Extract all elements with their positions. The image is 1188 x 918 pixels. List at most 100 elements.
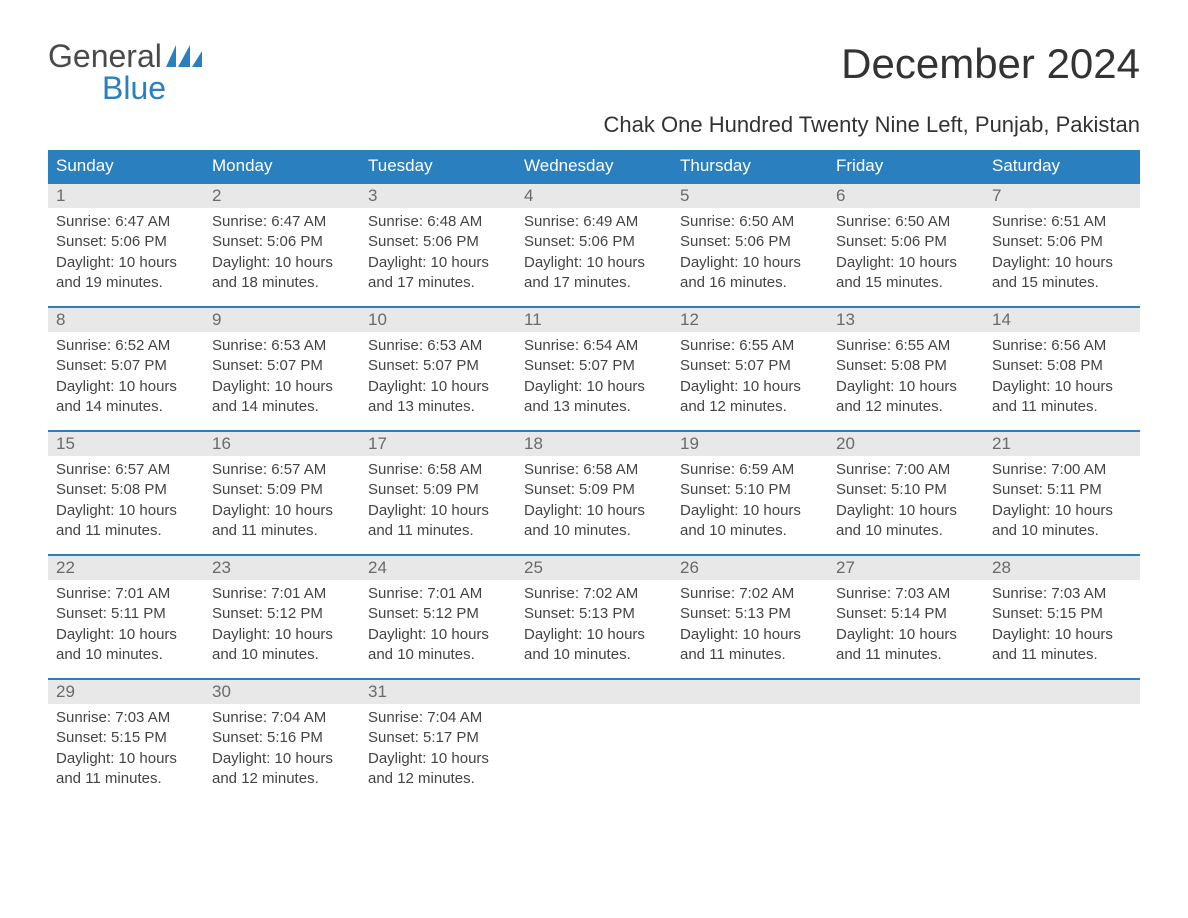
day-cell: 8Sunrise: 6:52 AMSunset: 5:07 PMDaylight… xyxy=(48,307,204,431)
day-number: 12 xyxy=(672,308,828,332)
sunrise-value: 7:01 AM xyxy=(271,585,326,602)
sunrise-line: Sunrise: 6:53 AM xyxy=(212,336,352,356)
sunset-line: Sunset: 5:06 PM xyxy=(524,232,664,252)
dayname-header: Sunday xyxy=(48,150,204,183)
day-number-empty xyxy=(828,680,984,704)
day-body: Sunrise: 7:03 AMSunset: 5:15 PMDaylight:… xyxy=(48,704,204,799)
sunset-label: Sunset: xyxy=(836,481,887,498)
week-row: 1Sunrise: 6:47 AMSunset: 5:06 PMDaylight… xyxy=(48,183,1140,307)
day-number: 23 xyxy=(204,556,360,580)
day-number: 11 xyxy=(516,308,672,332)
daylight-label: Daylight: xyxy=(680,626,738,643)
day-cell: 3Sunrise: 6:48 AMSunset: 5:06 PMDaylight… xyxy=(360,183,516,307)
day-cell xyxy=(672,679,828,803)
sunset-line: Sunset: 5:13 PM xyxy=(680,604,820,624)
daylight-label: Daylight: xyxy=(680,254,738,271)
daylight-line: Daylight: 10 hours and 11 minutes. xyxy=(56,749,196,790)
sunrise-label: Sunrise: xyxy=(56,709,111,726)
day-number: 14 xyxy=(984,308,1140,332)
day-body: Sunrise: 6:49 AMSunset: 5:06 PMDaylight:… xyxy=(516,208,672,303)
sunrise-line: Sunrise: 6:47 AM xyxy=(212,212,352,232)
sunrise-line: Sunrise: 6:52 AM xyxy=(56,336,196,356)
sunset-value: 5:16 PM xyxy=(267,729,323,746)
day-number: 9 xyxy=(204,308,360,332)
daylight-line: Daylight: 10 hours and 10 minutes. xyxy=(524,501,664,542)
sunrise-label: Sunrise: xyxy=(212,585,267,602)
daylight-label: Daylight: xyxy=(212,502,270,519)
sunrise-value: 6:55 AM xyxy=(739,337,794,354)
daylight-line: Daylight: 10 hours and 11 minutes. xyxy=(992,625,1132,666)
day-body: Sunrise: 7:02 AMSunset: 5:13 PMDaylight:… xyxy=(516,580,672,675)
daylight-label: Daylight: xyxy=(524,502,582,519)
day-number-empty xyxy=(984,680,1140,704)
day-number: 7 xyxy=(984,184,1140,208)
sunrise-line: Sunrise: 6:58 AM xyxy=(524,460,664,480)
sunset-label: Sunset: xyxy=(680,605,731,622)
daylight-line: Daylight: 10 hours and 19 minutes. xyxy=(56,253,196,294)
sunset-label: Sunset: xyxy=(836,357,887,374)
sunset-label: Sunset: xyxy=(836,605,887,622)
sunset-label: Sunset: xyxy=(56,605,107,622)
day-cell: 21Sunrise: 7:00 AMSunset: 5:11 PMDayligh… xyxy=(984,431,1140,555)
daylight-line: Daylight: 10 hours and 17 minutes. xyxy=(524,253,664,294)
sunset-label: Sunset: xyxy=(524,357,575,374)
sunrise-line: Sunrise: 7:01 AM xyxy=(212,584,352,604)
day-cell xyxy=(828,679,984,803)
sunset-label: Sunset: xyxy=(212,357,263,374)
day-body: Sunrise: 7:01 AMSunset: 5:12 PMDaylight:… xyxy=(360,580,516,675)
daylight-label: Daylight: xyxy=(56,502,114,519)
sunrise-value: 6:56 AM xyxy=(1051,337,1106,354)
day-number: 24 xyxy=(360,556,516,580)
daylight-label: Daylight: xyxy=(836,502,894,519)
day-body: Sunrise: 7:03 AMSunset: 5:14 PMDaylight:… xyxy=(828,580,984,675)
sunset-value: 5:06 PM xyxy=(579,233,635,250)
sunrise-line: Sunrise: 6:59 AM xyxy=(680,460,820,480)
sunrise-value: 7:03 AM xyxy=(1051,585,1106,602)
day-body: Sunrise: 7:00 AMSunset: 5:11 PMDaylight:… xyxy=(984,456,1140,551)
daylight-line: Daylight: 10 hours and 14 minutes. xyxy=(56,377,196,418)
sunset-label: Sunset: xyxy=(992,605,1043,622)
day-body: Sunrise: 6:56 AMSunset: 5:08 PMDaylight:… xyxy=(984,332,1140,427)
sunset-value: 5:07 PM xyxy=(267,357,323,374)
sunrise-line: Sunrise: 6:54 AM xyxy=(524,336,664,356)
sunset-line: Sunset: 5:07 PM xyxy=(368,356,508,376)
logo-text-blue: Blue xyxy=(102,72,202,104)
day-cell: 17Sunrise: 6:58 AMSunset: 5:09 PMDayligh… xyxy=(360,431,516,555)
daylight-line: Daylight: 10 hours and 10 minutes. xyxy=(368,625,508,666)
day-cell: 29Sunrise: 7:03 AMSunset: 5:15 PMDayligh… xyxy=(48,679,204,803)
sunset-value: 5:07 PM xyxy=(579,357,635,374)
day-body: Sunrise: 7:01 AMSunset: 5:11 PMDaylight:… xyxy=(48,580,204,675)
sunrise-line: Sunrise: 6:47 AM xyxy=(56,212,196,232)
sunset-line: Sunset: 5:07 PM xyxy=(680,356,820,376)
day-number: 15 xyxy=(48,432,204,456)
daylight-line: Daylight: 10 hours and 16 minutes. xyxy=(680,253,820,294)
daylight-label: Daylight: xyxy=(368,378,426,395)
sunset-line: Sunset: 5:06 PM xyxy=(680,232,820,252)
day-number: 10 xyxy=(360,308,516,332)
sunset-label: Sunset: xyxy=(680,357,731,374)
sunset-line: Sunset: 5:08 PM xyxy=(56,480,196,500)
daylight-label: Daylight: xyxy=(212,254,270,271)
sunset-line: Sunset: 5:15 PM xyxy=(992,604,1132,624)
sunrise-label: Sunrise: xyxy=(680,461,735,478)
sunrise-line: Sunrise: 6:58 AM xyxy=(368,460,508,480)
sunset-value: 5:08 PM xyxy=(111,481,167,498)
sunset-value: 5:06 PM xyxy=(891,233,947,250)
sunset-label: Sunset: xyxy=(368,357,419,374)
day-cell: 22Sunrise: 7:01 AMSunset: 5:11 PMDayligh… xyxy=(48,555,204,679)
day-number: 25 xyxy=(516,556,672,580)
daylight-label: Daylight: xyxy=(56,378,114,395)
sunrise-line: Sunrise: 6:48 AM xyxy=(368,212,508,232)
day-number: 2 xyxy=(204,184,360,208)
sunrise-label: Sunrise: xyxy=(212,709,267,726)
day-number: 29 xyxy=(48,680,204,704)
sunrise-value: 6:53 AM xyxy=(271,337,326,354)
day-number: 27 xyxy=(828,556,984,580)
sunrise-value: 7:04 AM xyxy=(427,709,482,726)
sunrise-label: Sunrise: xyxy=(992,461,1047,478)
sunrise-value: 7:04 AM xyxy=(271,709,326,726)
sunrise-value: 7:03 AM xyxy=(115,709,170,726)
daylight-label: Daylight: xyxy=(992,502,1050,519)
sunrise-label: Sunrise: xyxy=(524,461,579,478)
sunrise-label: Sunrise: xyxy=(680,213,735,230)
